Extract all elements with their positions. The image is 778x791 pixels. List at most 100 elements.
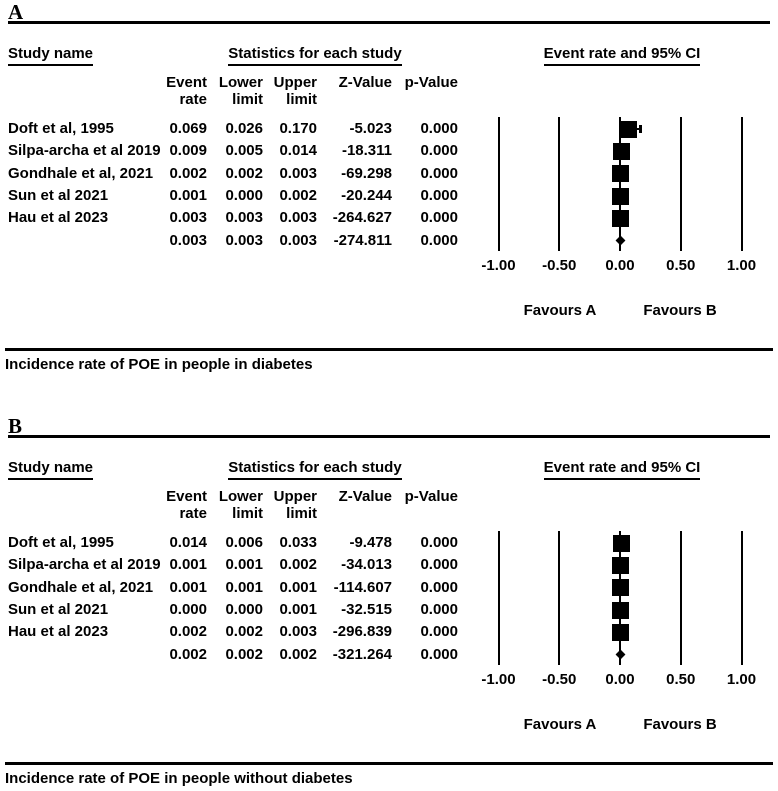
column-header-line: p-Value — [404, 488, 458, 505]
study-name-header-text: Study name — [8, 459, 94, 480]
effect-size-square — [611, 187, 629, 205]
event-rate-value: 0.002 — [169, 164, 207, 182]
study-name: Doft et al, 1995 — [8, 534, 114, 551]
upper-limit-value: 0.014 — [279, 142, 317, 160]
lower-limit-value: 0.002 — [225, 164, 263, 182]
ci-whisker-cap — [638, 125, 642, 134]
column-header: Event rate — [148, 74, 207, 108]
column-header-line: Upper — [273, 74, 317, 91]
effect-size-square — [611, 557, 629, 574]
column-header-line: limit — [232, 91, 263, 108]
lower-limit-value: 0.006 — [225, 534, 263, 551]
upper-limit-value: 0.003 — [279, 209, 317, 227]
axis-tick-label: -1.00 — [481, 671, 516, 688]
axis-tick-label: 0.50 — [666, 257, 696, 274]
upper-limit-value: 0.170 — [279, 120, 317, 137]
column-header: Lower limit — [212, 488, 263, 522]
p-value: 0.000 — [420, 645, 458, 663]
axis-gridline — [619, 117, 621, 251]
axis-gridline — [497, 117, 500, 251]
study-name: Hau et al 2023 — [8, 209, 109, 227]
p-value: 0.000 — [420, 142, 458, 160]
table-row: Gondhale et al, 2021 0.002 0.002 0.003 -69.2… — [0, 163, 470, 185]
column-header-line: limit — [286, 505, 317, 522]
table-row: Hau et al 2023 0.003 0.003 0.003 -264.627 0.0… — [0, 207, 470, 229]
event-rate-value: 0.001 — [169, 556, 207, 574]
z-value: -274.811 — [333, 231, 392, 249]
effect-size-square — [619, 120, 637, 138]
panel-caption: Incidence rate of POE in people without … — [5, 770, 353, 787]
z-value: -32.515 — [341, 601, 392, 619]
column-header: Lower limit — [212, 74, 263, 108]
column-header-line: Event — [166, 74, 207, 91]
p-value: 0.000 — [420, 209, 458, 227]
event-rate-value: 0.000 — [169, 601, 207, 619]
panel-caption: Incidence rate of POE in people in diabe… — [5, 356, 313, 373]
axis-tick-label: 1.00 — [726, 671, 757, 688]
plot-header-text: Event rate and 95% CI — [543, 45, 701, 66]
upper-limit-value: 0.003 — [279, 231, 317, 249]
upper-limit-value: 0.002 — [279, 645, 317, 663]
z-value: -5.023 — [349, 120, 392, 137]
axis-gridline — [619, 531, 621, 665]
lower-limit-value: 0.000 — [225, 187, 263, 205]
panel-a: A Study name Statistics for each study E… — [0, 0, 778, 377]
lower-limit-value: 0.002 — [225, 623, 263, 641]
p-value: 0.000 — [420, 187, 458, 205]
column-header-line: Z-Value — [338, 74, 392, 91]
z-value: -296.839 — [332, 623, 392, 641]
event-rate-value: 0.069 — [169, 120, 207, 137]
effect-size-square — [611, 165, 629, 183]
z-value: -9.478 — [349, 534, 392, 551]
table-row: Silpa-archa et al 2019 0.001 0.001 0.002 -34… — [0, 554, 470, 576]
study-name: Silpa-archa et al 2019 — [8, 142, 161, 160]
lower-limit-value: 0.001 — [225, 556, 263, 574]
column-header: Z-Value — [322, 488, 392, 522]
panel-label: A — [8, 0, 24, 24]
favours-left-label: Favours A — [523, 302, 597, 319]
column-header: Upper limit — [266, 488, 317, 522]
favours-right-label: Favours B — [643, 302, 717, 319]
axis-gridline — [740, 531, 743, 665]
study-name: Gondhale et al, 2021 — [8, 164, 154, 182]
summary-diamond — [615, 649, 626, 660]
horizontal-rule — [5, 762, 773, 765]
horizontal-rule — [5, 348, 773, 351]
z-value: -321.264 — [332, 645, 392, 663]
p-value: 0.000 — [420, 623, 458, 641]
z-value: -114.607 — [333, 578, 392, 596]
effect-size-square — [611, 579, 629, 597]
statistics-header-text: Statistics for each study — [228, 459, 402, 480]
lower-limit-value: 0.000 — [225, 601, 263, 619]
summary-diamond — [615, 235, 626, 246]
lower-limit-value: 0.003 — [225, 209, 263, 227]
upper-limit-value: 0.002 — [279, 187, 317, 205]
table-row: Gondhale et al, 2021 0.001 0.001 0.001 -114.… — [0, 577, 470, 599]
forest-plot: -1.00 -0.50 0.00 0.50 1.00 — [0, 0, 778, 377]
statistics-header: Statistics for each study — [218, 459, 412, 480]
p-value: 0.000 — [420, 601, 458, 619]
upper-limit-value: 0.001 — [279, 601, 317, 619]
study-name: Sun et al 2021 — [8, 601, 109, 619]
study-name-header-text: Study name — [8, 45, 94, 66]
upper-limit-value: 0.033 — [279, 534, 317, 551]
axis-gridline — [497, 531, 500, 665]
column-header-line: Event — [166, 488, 207, 505]
plot-header-text: Event rate and 95% CI — [543, 459, 701, 480]
study-name: Sun et al 2021 — [8, 187, 109, 205]
study-name: Gondhale et al, 2021 — [8, 578, 154, 596]
event-rate-value: 0.009 — [169, 142, 207, 160]
lower-limit-value: 0.026 — [225, 120, 263, 137]
p-value: 0.000 — [420, 231, 458, 249]
study-name: Silpa-archa et al 2019 — [8, 556, 161, 574]
lower-limit-value: 0.005 — [225, 142, 263, 160]
summary-row: 0.002 0.002 0.002 -321.264 0.000 — [0, 644, 470, 666]
table-body: Doft et al, 1995 0.069 0.026 0.170 -5.023 0.0… — [0, 118, 470, 252]
column-header-line: rate — [179, 91, 207, 108]
p-value: 0.000 — [420, 164, 458, 182]
axis-tick-label: 0.00 — [605, 257, 635, 274]
event-rate-value: 0.003 — [169, 209, 207, 227]
axis-tick-label: 1.00 — [726, 257, 757, 274]
effect-size-square — [613, 534, 631, 552]
